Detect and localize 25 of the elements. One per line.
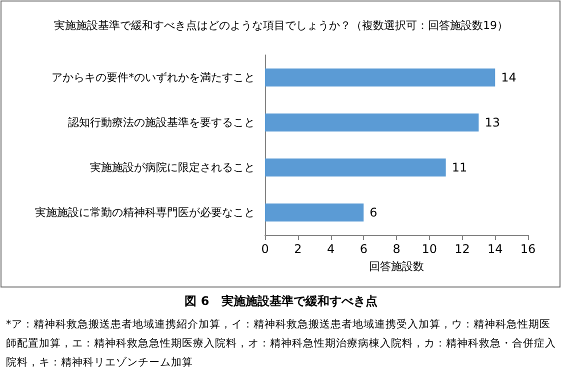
x-tick-label: 16 (520, 242, 536, 256)
y-tick-label: 実施施設に常勤の精神科専門医が必要なこと (35, 206, 255, 219)
text: *ア：精神科救急搬送患者地域連携紹介加算，イ：精神科救急搬送患者地域連携受入加算，ウ：精神科急性期医師配置加算，エ：精神科救急急性期医療入院料，オ：精神科急性期治療病棟入院料，カ：精神科救急・合併症入院料，キ：精神科リエゾンチーム加算 (6, 318, 556, 368)
x-tick-label: 2 (294, 242, 302, 256)
chart-title: 実施施設基準で緩和すべき点はどのような項目でしょうか？（複数選択可：回答施設数19） (54, 19, 508, 32)
x-tick-label: 14 (487, 242, 503, 256)
x-tick-label: 6 (360, 242, 368, 256)
bar (265, 204, 364, 222)
x-tick-label: 4 (326, 242, 335, 256)
x-tick-label: 0 (261, 242, 269, 256)
x-tick-label: 10 (422, 242, 438, 256)
y-tick-label: 認知行動療法の施設基準を要すること (68, 116, 255, 129)
x-tick-label: 12 (454, 242, 470, 256)
bar (265, 114, 479, 132)
x-axis-title: 回答施設数 (369, 260, 424, 273)
bar (265, 68, 496, 86)
bar (265, 158, 446, 176)
y-tick-label: アからキの要件*のいずれかを満たすこと (52, 71, 255, 84)
data-label: 6 (370, 206, 378, 220)
caption: 図 6 実施施設基準で緩和すべき点 (184, 294, 378, 308)
data-label: 13 (484, 116, 500, 130)
y-tick-label: 実施施設が病院に限定されること (90, 161, 255, 174)
data-label: 11 (452, 160, 468, 174)
x-tick-label: 8 (392, 242, 400, 256)
data-label: 14 (501, 70, 516, 84)
